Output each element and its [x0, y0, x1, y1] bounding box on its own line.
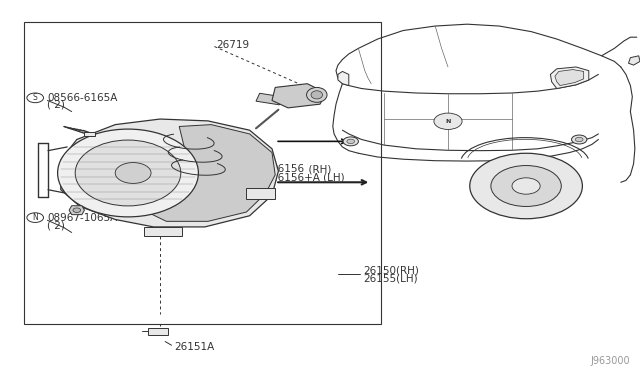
Text: 26156: 26156 [271, 164, 305, 174]
Text: S: S [33, 93, 38, 102]
Ellipse shape [307, 87, 327, 102]
Circle shape [572, 135, 587, 144]
Circle shape [434, 113, 462, 129]
Polygon shape [555, 70, 584, 86]
Bar [148, 328, 168, 335]
Text: 08566-6165A: 08566-6165A [47, 93, 118, 103]
Text: N: N [33, 213, 38, 222]
Polygon shape [69, 206, 84, 215]
Text: N: N [445, 119, 451, 124]
Circle shape [512, 178, 540, 194]
Ellipse shape [58, 129, 198, 217]
Circle shape [115, 163, 151, 183]
Text: (RH): (RH) [302, 164, 332, 174]
Text: 26151A: 26151A [174, 342, 214, 352]
Bar [144, 227, 182, 236]
Ellipse shape [311, 91, 323, 99]
Bar [24, 22, 381, 324]
Text: 26155(LH): 26155(LH) [364, 273, 418, 283]
Circle shape [470, 153, 582, 219]
Text: 26719: 26719 [216, 41, 250, 50]
Circle shape [491, 166, 561, 206]
Ellipse shape [76, 140, 180, 206]
Bar [246, 188, 275, 199]
Circle shape [575, 137, 583, 142]
Polygon shape [338, 71, 349, 86]
PathPatch shape [147, 125, 275, 221]
Circle shape [343, 137, 358, 146]
Polygon shape [550, 67, 589, 89]
Circle shape [347, 139, 355, 144]
Text: ( 2): ( 2) [47, 100, 65, 110]
Text: 26150(RH): 26150(RH) [364, 266, 419, 276]
Text: 26156+A (LH): 26156+A (LH) [271, 172, 345, 182]
Text: 08967-1065A: 08967-1065A [47, 213, 118, 222]
Circle shape [73, 208, 81, 212]
Polygon shape [272, 84, 326, 108]
Text: ( 2): ( 2) [47, 220, 65, 230]
PathPatch shape [61, 119, 278, 227]
Bar [84, 132, 95, 136]
Polygon shape [628, 56, 640, 65]
Bar [256, 93, 283, 105]
Text: J963000: J963000 [591, 356, 630, 366]
